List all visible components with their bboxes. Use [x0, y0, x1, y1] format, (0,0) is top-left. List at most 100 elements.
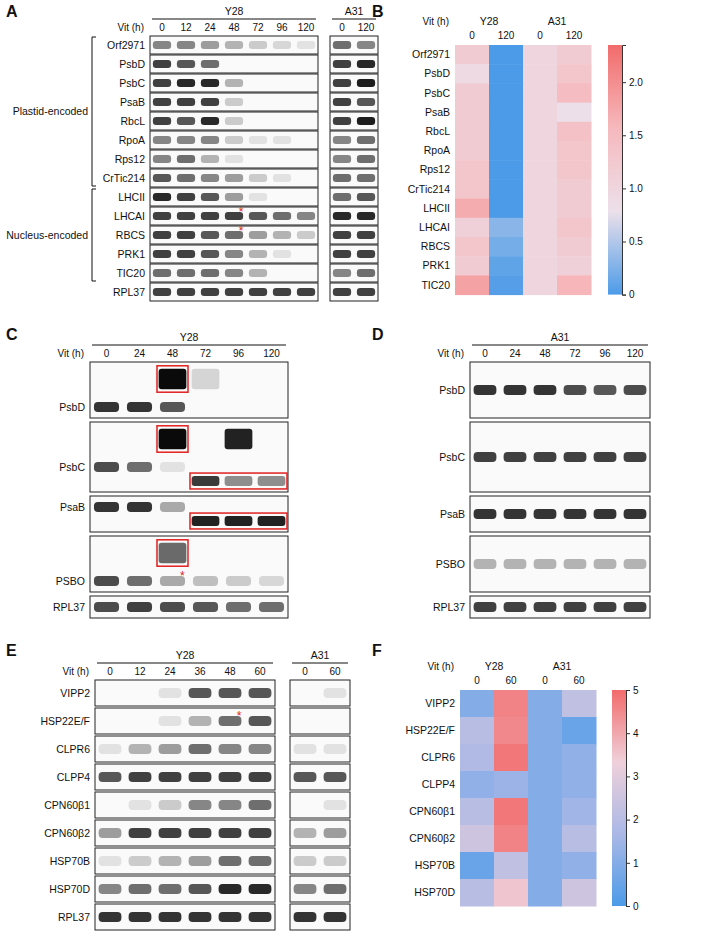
heatmap-cell	[562, 771, 597, 799]
group-label: A31	[345, 5, 364, 17]
blot-frame	[330, 93, 378, 111]
axis-label: Vit (h)	[423, 16, 450, 27]
shifted-band	[159, 369, 187, 389]
band	[177, 117, 195, 125]
band	[189, 688, 212, 698]
panel-label: F	[372, 642, 382, 659]
heatmap-cell	[557, 83, 592, 103]
shifted-band	[93, 543, 121, 563]
band	[159, 884, 182, 894]
heatmap-cell	[460, 852, 495, 880]
lane-label: 96	[233, 348, 245, 359]
band	[249, 828, 272, 838]
band	[357, 174, 375, 182]
row-label: VIPP2	[425, 697, 455, 709]
row-label: RbcL	[120, 115, 145, 127]
band	[249, 60, 267, 68]
band	[153, 174, 171, 182]
band	[159, 912, 182, 922]
band	[189, 828, 212, 838]
band	[564, 452, 587, 462]
blot-frame	[290, 708, 350, 734]
blot-frame	[290, 736, 350, 762]
band	[153, 117, 171, 125]
highlight-box	[190, 473, 287, 489]
blot-frame	[330, 226, 378, 244]
band	[324, 772, 347, 782]
band	[219, 772, 242, 782]
heatmap-cell	[557, 122, 592, 142]
band	[504, 602, 527, 612]
heatmap-cell	[562, 879, 597, 907]
band	[219, 828, 242, 838]
tick: 1	[626, 858, 639, 869]
band	[127, 462, 152, 472]
heatmap-cell	[557, 64, 592, 84]
band	[129, 772, 152, 782]
shifted-band	[159, 476, 187, 486]
lane-label: 120	[298, 22, 315, 33]
band	[294, 688, 317, 698]
heatmap-cell	[557, 199, 592, 219]
heatmap-cell	[523, 141, 558, 161]
heatmap-cell	[455, 64, 490, 84]
heatmap-cell	[460, 744, 495, 772]
band	[201, 117, 219, 125]
row-label: PsbD	[119, 58, 145, 70]
row-label: RPL37	[433, 601, 465, 613]
blot-frame	[95, 736, 275, 762]
heatmap-cell	[455, 141, 490, 161]
band	[273, 136, 291, 144]
asterisk: *	[180, 569, 185, 583]
panel-label: C	[6, 326, 18, 343]
shifted-band	[126, 543, 154, 563]
band	[177, 98, 195, 106]
blot-frame	[290, 848, 350, 874]
band	[249, 193, 267, 201]
row-label: HSP70B	[415, 859, 455, 871]
band	[324, 856, 347, 866]
band	[297, 250, 315, 258]
blot-frame	[90, 496, 288, 532]
row-label: PsbC	[439, 451, 465, 463]
heatmap-panel: BY28A3101200120Vit (h)Orf2971PsbDPsbCPsa…	[372, 3, 643, 300]
colorbar	[612, 690, 626, 906]
blot-frame	[90, 422, 288, 492]
band	[153, 98, 171, 106]
tick-mark	[622, 82, 626, 83]
heatmap-cell	[494, 771, 529, 799]
band	[357, 41, 375, 49]
band	[504, 385, 527, 395]
band	[297, 60, 315, 68]
shifted-band	[126, 516, 154, 526]
lane-label: 0	[482, 348, 488, 359]
heatmap-cell	[455, 218, 490, 238]
heatmap-cell	[455, 103, 490, 123]
row-label: TIC20	[116, 267, 145, 279]
band	[249, 231, 267, 239]
band	[333, 193, 351, 201]
shifted-band	[258, 429, 286, 449]
blot-frame	[150, 169, 318, 187]
heatmap-cell	[562, 744, 597, 772]
heatmap-cell	[460, 825, 495, 853]
band	[225, 117, 243, 125]
shifted-band	[126, 476, 154, 486]
heatmap-cell	[557, 160, 592, 180]
band	[153, 250, 171, 258]
group-line	[152, 19, 316, 20]
band	[324, 716, 347, 726]
heatmap-cell	[460, 690, 495, 718]
band	[249, 79, 267, 87]
band	[594, 602, 617, 612]
blot-frame	[150, 188, 318, 206]
heatmap-cell	[455, 160, 490, 180]
band	[201, 212, 219, 220]
band	[99, 772, 122, 782]
band	[99, 716, 122, 726]
heatmap-cell	[557, 103, 592, 123]
band	[333, 136, 351, 144]
blot-frame	[330, 36, 378, 54]
band	[249, 772, 272, 782]
band	[273, 155, 291, 163]
